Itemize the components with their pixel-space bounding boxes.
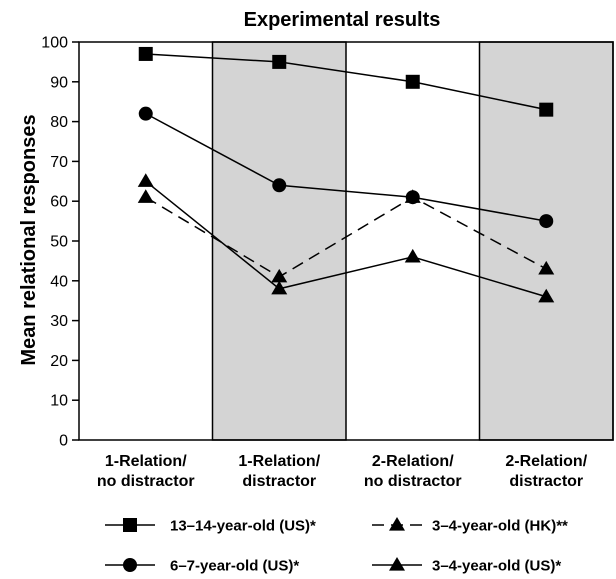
y-tick-label-10: 10 bbox=[50, 393, 68, 410]
series-1-point-3 bbox=[405, 74, 420, 89]
legend-marker-4 bbox=[389, 557, 405, 571]
y-tick-label-50: 50 bbox=[50, 234, 68, 251]
series-3-point-1 bbox=[137, 189, 154, 203]
series-1-point-2 bbox=[272, 54, 287, 69]
series-line-1 bbox=[145, 53, 547, 111]
series-1-point-1 bbox=[138, 46, 153, 61]
series-3-point-3 bbox=[404, 189, 421, 203]
series-2-point-1 bbox=[138, 106, 153, 121]
series-1-point-4 bbox=[539, 102, 554, 117]
legend-label-4: 3–4-year-old (US)* bbox=[432, 558, 561, 575]
series-4-point-2 bbox=[271, 280, 288, 295]
series-line-3 bbox=[145, 196, 547, 278]
y-axis-label: Mean relational responses bbox=[18, 114, 40, 365]
x-category-label-1: 1-Relation/no distractor bbox=[97, 453, 195, 490]
y-tick-label-30: 30 bbox=[50, 313, 68, 330]
legend-label-2: 6–7-year-old (US)* bbox=[170, 558, 299, 575]
series-4-point-4 bbox=[538, 288, 555, 303]
y-tick-label-100: 100 bbox=[41, 35, 68, 52]
series-line-2 bbox=[145, 112, 547, 222]
y-tick-label-60: 60 bbox=[50, 194, 68, 211]
y-tick-label-70: 70 bbox=[50, 154, 68, 171]
series-line-4 bbox=[145, 180, 547, 298]
legend-marker-1 bbox=[123, 518, 137, 532]
legend-marker-2 bbox=[123, 558, 137, 572]
shaded-column-2 bbox=[211, 41, 347, 441]
series-3-point-4 bbox=[538, 260, 555, 275]
shaded-column-4 bbox=[478, 41, 614, 441]
series-4-point-1 bbox=[137, 173, 154, 187]
x-category-label-4: 2-Relation/distractor bbox=[505, 453, 587, 490]
legend-marker-3 bbox=[389, 517, 405, 531]
y-tick-label-40: 40 bbox=[50, 273, 68, 290]
y-tick-label-80: 80 bbox=[50, 114, 68, 131]
legend-label-3: 3–4-year-old (HK)** bbox=[432, 518, 568, 535]
y-tick-label-0: 0 bbox=[59, 433, 68, 450]
y-tick-label-20: 20 bbox=[50, 353, 68, 370]
y-tick-label-90: 90 bbox=[50, 74, 68, 91]
chart-title: Experimental results bbox=[244, 9, 441, 31]
series-2-point-2 bbox=[272, 178, 287, 193]
x-category-label-3: 2-Relation/no distractor bbox=[364, 453, 462, 490]
series-3-point-2 bbox=[271, 268, 288, 283]
series-2-point-4 bbox=[539, 214, 554, 229]
series-4-point-3 bbox=[404, 248, 421, 263]
legend-label-1: 13–14-year-old (US)* bbox=[170, 518, 316, 535]
x-category-label-2: 1-Relation/distractor bbox=[238, 453, 320, 490]
